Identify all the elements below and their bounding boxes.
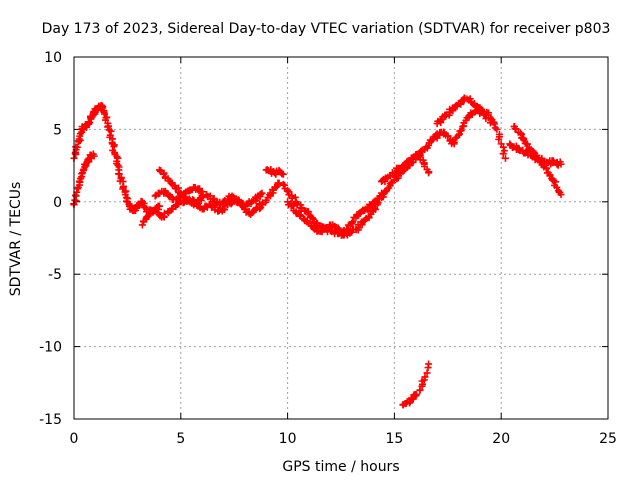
data-point <box>493 125 501 133</box>
data-point-fill <box>499 150 507 158</box>
data-point <box>484 111 492 119</box>
x-tick-label: 20 <box>492 431 510 447</box>
data-point-fill <box>272 183 280 191</box>
series-track-d <box>155 166 266 210</box>
series-track-h <box>284 189 386 236</box>
data-point-fill <box>450 138 458 146</box>
data-point <box>557 191 565 199</box>
data-point <box>378 189 386 197</box>
x-tick-label: 0 <box>70 431 79 447</box>
series-track-l <box>433 103 492 148</box>
x-axis-label: GPS time / hours <box>282 459 399 475</box>
data-point-fill <box>293 200 301 208</box>
series-track-n <box>506 140 556 168</box>
data-point <box>279 180 287 188</box>
data-point-fill <box>412 391 420 399</box>
y-tick-label: -10 <box>39 340 62 356</box>
series-track-k <box>433 94 509 162</box>
series-track-e <box>151 183 206 204</box>
y-tick-label: 10 <box>44 50 62 66</box>
data-point-fill <box>76 130 84 138</box>
data-point-fill <box>495 135 503 143</box>
data-point <box>454 131 462 139</box>
data-point-fill <box>84 156 92 164</box>
x-tick-label: 25 <box>599 431 617 447</box>
data-point-fill <box>490 120 498 128</box>
data-point-fill <box>382 188 390 196</box>
data-point <box>138 221 146 229</box>
series-track-i <box>378 150 433 186</box>
data-point <box>425 169 433 177</box>
data-point <box>425 360 433 368</box>
series-track-a <box>70 101 163 216</box>
data-point-fill <box>499 143 507 151</box>
y-tick-label: -15 <box>39 412 62 428</box>
data-point-fill <box>210 195 218 203</box>
series-track-j <box>399 360 433 409</box>
data-point-fill <box>110 142 118 150</box>
data-point-fill <box>348 218 356 226</box>
series-track-c <box>138 179 283 229</box>
series-track-b <box>70 150 98 209</box>
data-point <box>416 386 424 394</box>
x-tick-label: 5 <box>176 431 185 447</box>
data-point <box>275 179 283 187</box>
x-tick-label: 10 <box>279 431 297 447</box>
y-tick-label: 0 <box>53 195 62 211</box>
y-tick-label: -5 <box>48 267 62 283</box>
chart-title: Day 173 of 2023, Sidereal Day-to-day VTE… <box>42 21 611 37</box>
data-point-fill <box>361 216 369 224</box>
data-point <box>155 202 163 210</box>
data-point-fill <box>523 140 531 148</box>
y-axis-label: SDTVAR / TECUs <box>8 182 24 297</box>
data-point-fill <box>358 221 366 229</box>
data-point <box>557 160 565 168</box>
data-point <box>501 154 509 162</box>
data-point-fill <box>444 132 452 140</box>
data-point <box>89 150 97 158</box>
plot-area <box>70 94 565 409</box>
data-point <box>279 170 287 178</box>
plot-frame <box>73 56 609 420</box>
y-tick-label: 5 <box>53 122 62 138</box>
data-point-fill <box>73 143 81 151</box>
data-point <box>198 188 206 196</box>
data-point-fill <box>516 129 524 137</box>
data-point-fill <box>542 164 550 172</box>
series-track-o <box>548 157 565 169</box>
data-point-fill <box>421 373 429 381</box>
x-tick-label: 15 <box>385 431 403 447</box>
data-point-fill <box>423 369 431 377</box>
data-point <box>258 189 266 197</box>
data-point-fill <box>520 136 528 144</box>
data-point-fill <box>308 214 316 222</box>
series-track-f <box>262 165 287 178</box>
data-point-fill <box>115 170 123 178</box>
data-point <box>121 191 129 199</box>
axis-ticks: 0 5 10 15 20 25 -15 -10 -5 0 5 10 <box>39 50 617 447</box>
data-point-fill <box>552 178 560 186</box>
data-point-fill <box>457 127 465 135</box>
